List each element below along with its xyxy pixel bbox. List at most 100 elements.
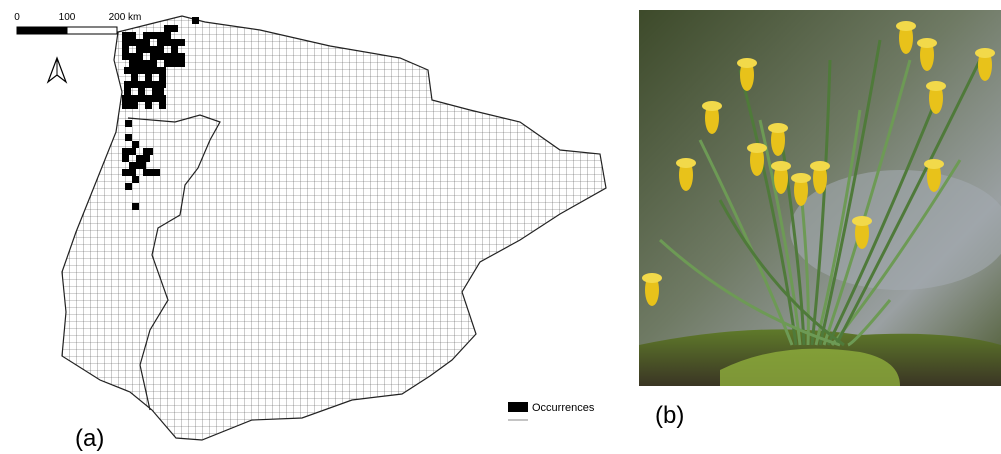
flower-petal [896, 21, 916, 31]
scale-label: 100 [59, 12, 76, 23]
occurrence-cell [159, 67, 166, 74]
occurrence-cell [150, 53, 157, 60]
occurrence-cell [150, 60, 157, 67]
occurrence-cell [152, 67, 159, 74]
occurrence-cell [131, 67, 138, 74]
occurrence-cell [132, 176, 139, 183]
legend-swatch [508, 402, 528, 412]
leaf [718, 199, 845, 347]
flower-petal [926, 81, 946, 91]
occurrence-cell [136, 46, 143, 53]
occurrence-cell [159, 74, 166, 81]
occurrence-cell [159, 102, 166, 109]
occurrence-cell [136, 155, 143, 162]
occurrence-cell [132, 141, 139, 148]
plant [642, 21, 995, 386]
occurrence-cell [146, 169, 153, 176]
occurrence-cell [146, 148, 153, 155]
occurrence-cell [131, 95, 138, 102]
occurrence-cell [164, 39, 171, 46]
occurrence-cell [131, 81, 138, 88]
flower-petal [810, 161, 830, 171]
leaf [847, 299, 892, 347]
occurrence-cell [132, 203, 139, 210]
occurrence-cell [131, 74, 138, 81]
occurrence-cell [138, 88, 145, 95]
occurrence-cell [139, 162, 146, 169]
occurrence-cell [164, 60, 171, 67]
occurrence-cell [143, 32, 150, 39]
occurrence-cell [129, 60, 136, 67]
occurrence-cell [122, 155, 129, 162]
border [127, 114, 221, 411]
moss [720, 348, 900, 386]
occurrence-cell [129, 148, 136, 155]
occurrence-cell [122, 39, 129, 46]
scale-bar [66, 26, 118, 35]
occurrence-cell [145, 67, 152, 74]
scale-bar [16, 26, 68, 35]
occurrence-cell [157, 53, 164, 60]
occurrence-cell [152, 88, 159, 95]
occurrence-cell [143, 155, 150, 162]
photo: (b) [639, 10, 1001, 429]
occurrence-cell [136, 39, 143, 46]
scale-label: 200 km [109, 12, 142, 23]
leaf [822, 59, 912, 346]
occurrence-cell [122, 148, 129, 155]
occurrence-cell [124, 88, 131, 95]
occurrence-cell [171, 53, 178, 60]
flower-petal [642, 273, 662, 283]
flower-petal [747, 143, 767, 153]
occurrence-cell [159, 81, 166, 88]
occurrence-cell [164, 25, 171, 32]
occurrence-cell [122, 53, 129, 60]
occurrence-cell [136, 60, 143, 67]
flower-petal [924, 159, 944, 169]
occurrences [122, 17, 199, 210]
occurrence-cell [157, 88, 164, 95]
occurrence-cell [157, 39, 164, 46]
occurrence-cell [136, 53, 143, 60]
flower-petal [917, 38, 937, 48]
occurrence-cell [157, 32, 164, 39]
occurrence-cell [145, 74, 152, 81]
occurrence-cell [125, 183, 132, 190]
occurrence-cell [145, 95, 152, 102]
occurrence-cell [129, 32, 136, 39]
leaf [738, 69, 798, 346]
leaf [826, 89, 942, 346]
occurrence-cell [138, 95, 145, 102]
occurrence-cell [143, 46, 150, 53]
occurrence-cell [164, 53, 171, 60]
occurrence-cell [164, 32, 171, 39]
occurrence-cell [153, 169, 160, 176]
flower-petal [737, 58, 757, 68]
leaf [814, 109, 862, 346]
panel-label: (a) [75, 425, 104, 452]
leaf [818, 39, 882, 346]
flower-petal [852, 216, 872, 226]
leaf [658, 238, 841, 347]
occurrence-cell [171, 46, 178, 53]
occurrence-cell [178, 53, 185, 60]
legend-label: Occurrences [532, 402, 595, 414]
occurrence-cell [122, 95, 129, 102]
occurrence-cell [150, 32, 157, 39]
occurrence-cell [122, 169, 129, 176]
flower-petal [702, 101, 722, 111]
leaf [810, 59, 832, 346]
occurrence-cell [124, 81, 131, 88]
occurrence-cell [157, 46, 164, 53]
occurrence-cell [125, 134, 132, 141]
occurrence-cell [178, 60, 185, 67]
map: 0 100 200 km Occurrences (a) [14, 12, 607, 452]
occurrence-cell [129, 162, 136, 169]
scale-label: 0 [14, 12, 20, 23]
leaf [778, 129, 806, 346]
flower-petal [768, 123, 788, 133]
occurrence-cell [150, 46, 157, 53]
occurrence-cell [129, 169, 136, 176]
